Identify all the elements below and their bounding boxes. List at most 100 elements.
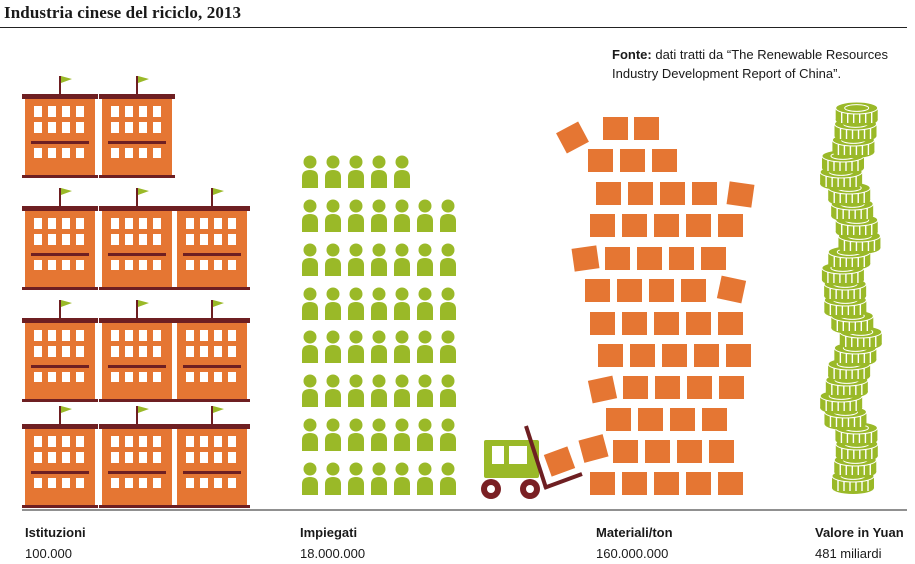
brick-icon: [655, 376, 680, 399]
brick-icon: [571, 245, 600, 272]
brick-icon: [638, 408, 663, 431]
brick-icon: [654, 312, 679, 335]
metric-institutions: Istituzioni 100.000: [25, 522, 86, 564]
person-icon: [371, 462, 387, 495]
brick-icon: [590, 214, 615, 237]
person-icon: [302, 199, 318, 232]
brick-icon: [617, 279, 642, 302]
coin-stack-icon: [834, 117, 878, 142]
building-icon: [99, 300, 175, 402]
brick-icon: [623, 376, 648, 399]
person-icon: [440, 330, 456, 363]
brick-icon: [605, 247, 630, 270]
brick-icon: [670, 408, 695, 431]
person-icon: [440, 374, 456, 407]
building-icon: [174, 188, 250, 290]
person-icon: [394, 418, 410, 451]
source-text: dati tratti da “The Renewable Resources …: [612, 47, 889, 81]
person-icon: [348, 462, 364, 495]
person-icon: [440, 199, 456, 232]
person-icon: [394, 199, 410, 232]
brick-icon: [622, 312, 647, 335]
building-icon: [22, 300, 98, 402]
person-icon: [325, 462, 341, 495]
brick-icon: [660, 182, 685, 205]
metric-value: 18.000.000: [300, 546, 366, 561]
brick-icon: [654, 472, 679, 495]
person-icon: [371, 243, 387, 276]
person-icon: [348, 287, 364, 320]
person-icon: [371, 287, 387, 320]
source-prefix: Fonte:: [612, 47, 652, 62]
person-icon: [440, 462, 456, 495]
coin-stack-icon: [827, 181, 871, 206]
institutions-buildings: [22, 76, 250, 508]
person-icon: [394, 374, 410, 407]
person-icon: [440, 418, 456, 451]
building-icon: [174, 406, 250, 508]
brick-icon: [694, 344, 719, 367]
brick-icon: [718, 214, 743, 237]
value-coin-stack: [819, 101, 883, 494]
person-icon: [325, 330, 341, 363]
person-icon: [417, 462, 433, 495]
brick-icon: [620, 149, 645, 172]
brick-icon: [701, 247, 726, 270]
brick-icon: [654, 214, 679, 237]
brick-icon: [686, 214, 711, 237]
brick-icon: [716, 275, 747, 304]
brick-icon: [681, 279, 706, 302]
brick-icon: [662, 344, 687, 367]
person-icon: [348, 243, 364, 276]
brick-icon: [590, 472, 615, 495]
brick-icon: [645, 440, 670, 463]
brick-icon: [726, 344, 751, 367]
person-icon: [325, 199, 341, 232]
person-icon: [325, 287, 341, 320]
person-icon: [440, 243, 456, 276]
brick-icon: [585, 279, 610, 302]
person-icon: [417, 418, 433, 451]
person-icon: [302, 462, 318, 495]
person-icon: [371, 199, 387, 232]
person-icon: [348, 155, 364, 188]
person-icon: [394, 330, 410, 363]
title-divider: [0, 27, 907, 28]
metric-value: 100.000: [25, 546, 72, 561]
brick-icon: [622, 472, 647, 495]
brick-icon: [637, 247, 662, 270]
brick-icon: [630, 344, 655, 367]
metric-label: Impiegati: [300, 525, 358, 540]
brick-icon: [726, 181, 755, 208]
person-icon: [394, 243, 410, 276]
brick-icon: [652, 149, 677, 172]
brick-icon: [590, 312, 615, 335]
building-icon: [99, 76, 175, 178]
materials-bricks: [543, 117, 755, 495]
brick-icon: [628, 182, 653, 205]
person-icon: [325, 243, 341, 276]
brick-icon: [587, 375, 618, 404]
brick-icon: [687, 376, 712, 399]
person-icon: [371, 155, 387, 188]
brick-icon: [634, 117, 659, 140]
brick-icon: [718, 312, 743, 335]
person-icon: [348, 330, 364, 363]
metric-label: Valore in Yuan: [815, 525, 904, 540]
brick-icon: [588, 149, 613, 172]
person-icon: [348, 374, 364, 407]
brick-icon: [692, 182, 717, 205]
brick-icon: [669, 247, 694, 270]
brick-icon: [649, 279, 674, 302]
metric-value-yuan: Valore in Yuan 481 miliardi: [815, 522, 904, 564]
person-icon: [417, 199, 433, 232]
person-icon: [348, 199, 364, 232]
person-icon: [440, 287, 456, 320]
brick-icon: [622, 214, 647, 237]
person-icon: [417, 243, 433, 276]
building-icon: [99, 406, 175, 508]
building-icon: [22, 406, 98, 508]
brick-icon: [556, 121, 589, 154]
person-icon: [371, 330, 387, 363]
metric-label: Istituzioni: [25, 525, 86, 540]
